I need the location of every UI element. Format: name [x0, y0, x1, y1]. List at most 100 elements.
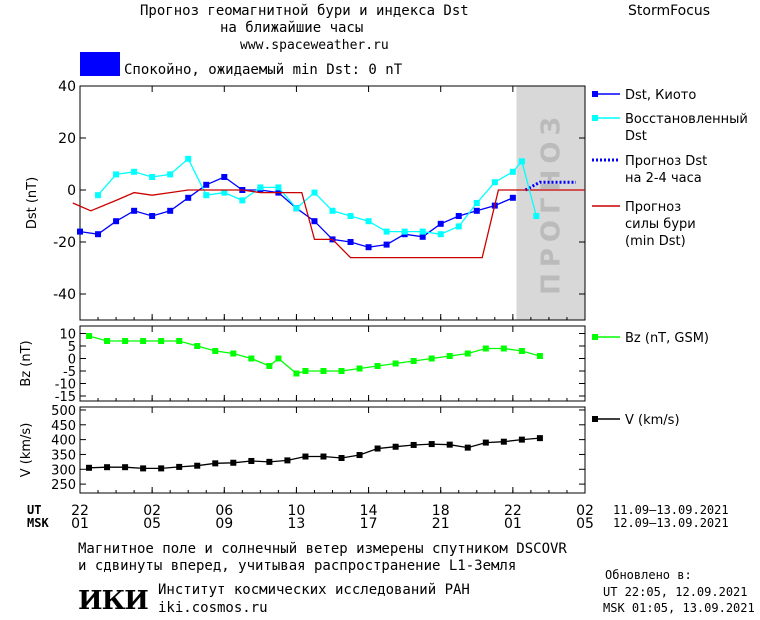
data-point	[464, 350, 471, 357]
site-url[interactable]: www.spaceweather.ru	[240, 38, 389, 53]
series-line	[521, 161, 537, 217]
legend-label: Прогноз Dst	[625, 154, 707, 169]
data-point	[122, 464, 129, 471]
data-point	[338, 368, 345, 374]
series-line	[524, 180, 576, 192]
data-point	[122, 338, 129, 344]
data-point	[293, 370, 300, 377]
data-point	[320, 453, 327, 460]
y-tick-label: -40	[53, 287, 76, 303]
data-point	[131, 207, 138, 214]
legend-label: Восстановленный	[625, 112, 748, 127]
data-point	[437, 231, 444, 238]
data-point	[248, 457, 255, 464]
series-line	[88, 335, 541, 375]
msk-axis-label: MSK	[27, 516, 49, 530]
chart-title-line1: Прогноз геомагнитной бури и индекса Dst	[140, 3, 469, 19]
data-point	[383, 228, 390, 235]
status-text: Спокойно, ожидаемый min Dst: 0 nT	[124, 62, 403, 78]
data-point	[86, 464, 93, 471]
legend-marker	[592, 91, 598, 97]
data-point	[149, 174, 156, 180]
data-point	[140, 465, 147, 472]
data-point	[464, 444, 471, 451]
ut-tick-label: 14	[360, 503, 378, 519]
data-point	[257, 184, 264, 191]
footnote-line1: Магнитное поле и солнечный ветер измерен…	[78, 541, 567, 557]
y-tick-label: 500	[51, 404, 76, 419]
legend-label: Bz (nT, GSM)	[625, 331, 709, 346]
updated-ut: UT 22:05, 12.09.2021	[603, 585, 748, 599]
y-tick-label: -10	[55, 378, 76, 393]
data-point	[275, 355, 282, 362]
y-tick-label: 0	[67, 183, 76, 199]
updated-label: Обновлено в:	[605, 568, 692, 582]
legend-label: силы бури	[625, 217, 696, 232]
data-point	[455, 213, 462, 219]
data-point	[410, 441, 417, 448]
data-point	[212, 348, 219, 354]
data-point	[392, 443, 399, 450]
y-tick-label: 350	[51, 448, 76, 463]
data-point	[275, 184, 282, 191]
data-point	[473, 200, 480, 206]
data-point	[95, 231, 102, 238]
legend-label: на 2-4 часа	[625, 171, 702, 186]
forecast-region	[516, 86, 585, 320]
data-point	[446, 353, 453, 359]
institute-url[interactable]: iki.cosmos.ru	[158, 600, 268, 616]
data-point	[221, 189, 228, 196]
status-color-swatch	[80, 52, 120, 76]
y-axis-label: V (km/s)	[19, 423, 34, 478]
ut-tick-label: 22	[71, 503, 89, 519]
data-point	[401, 228, 408, 235]
y-axis-label: Dst (nT)	[25, 177, 40, 229]
legend-label: Прогноз	[625, 200, 681, 215]
data-point	[284, 457, 291, 464]
data-point	[482, 345, 489, 352]
data-point	[473, 207, 480, 214]
msk-tick-label: 05	[576, 516, 594, 532]
y-tick-label: 400	[51, 434, 76, 449]
msk-tick-label: 01	[71, 516, 89, 532]
data-point	[113, 171, 120, 178]
data-point	[140, 338, 147, 344]
brand-name: StormFocus	[628, 3, 711, 19]
y-tick-label: -5	[63, 365, 76, 380]
legend-label: Dst	[625, 129, 647, 144]
data-point	[302, 453, 309, 460]
y-tick-label: 40	[58, 79, 76, 95]
y-tick-label: -20	[53, 235, 76, 251]
data-point	[428, 355, 435, 362]
legend-label: V (km/s)	[625, 413, 680, 428]
data-point	[131, 168, 138, 175]
ut-tick-label: 22	[504, 503, 522, 519]
ut-date-range: 11.09–13.09.2021	[613, 503, 729, 517]
data-point	[248, 355, 255, 362]
msk-tick-label: 05	[143, 516, 161, 532]
data-point	[446, 441, 453, 448]
data-point	[185, 155, 192, 162]
data-point	[518, 348, 525, 354]
ut-tick-label: 10	[288, 503, 306, 519]
data-point	[266, 363, 273, 369]
data-point	[149, 213, 156, 219]
ut-tick-label: 02	[576, 503, 594, 519]
chart-title-line2: на ближайшие часы	[220, 20, 364, 36]
data-point	[320, 368, 327, 374]
data-point	[365, 244, 372, 251]
data-point	[77, 228, 83, 235]
data-point	[536, 353, 543, 359]
y-tick-label: 5	[68, 340, 76, 355]
data-point	[266, 458, 273, 465]
data-point	[419, 233, 426, 240]
legend-marker	[592, 115, 598, 121]
data-point	[239, 197, 246, 204]
series-line	[72, 189, 585, 259]
msk-tick-label: 09	[215, 516, 233, 532]
data-point	[428, 441, 435, 448]
data-point	[311, 218, 318, 225]
data-point	[533, 213, 540, 219]
data-point	[230, 459, 237, 466]
